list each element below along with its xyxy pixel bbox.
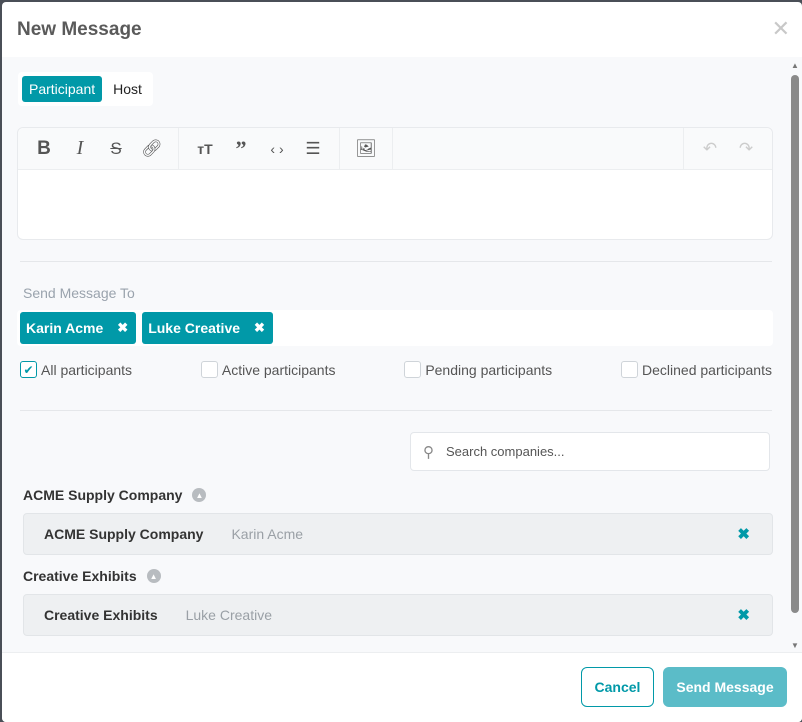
scrollbar-thumb[interactable]	[791, 75, 799, 613]
undo-icon[interactable]: ↶	[702, 138, 718, 158]
send-message-button[interactable]: Send Message	[663, 667, 787, 707]
participant-filters: ✔ All participants Active participants Pe…	[20, 361, 772, 378]
modal-title: New Message	[17, 18, 142, 40]
tab-participant[interactable]: Participant	[22, 76, 103, 102]
message-editor: B I S 🔗︎ тT ” ‹ › ☰ 🖼︎ ↶ ↷	[17, 127, 773, 240]
recipient-type-tabs: Participant Host	[18, 72, 153, 106]
checkbox-checked-icon[interactable]: ✔	[20, 361, 37, 378]
checkbox-icon[interactable]	[200, 361, 218, 378]
company-name: Creative Exhibits	[44, 607, 158, 623]
modal-footer: Cancel Send Message	[2, 652, 802, 722]
participant-name: Karin Acme	[231, 526, 304, 542]
modal-header: New Message ✕	[2, 2, 802, 57]
recipients-input[interactable]: Karin Acme ✖ Luke Creative ✖	[17, 310, 773, 346]
editor-toolbar: B I S 🔗︎ тT ” ‹ › ☰ 🖼︎ ↶ ↷	[18, 128, 772, 170]
collapse-icon[interactable]: ▲	[192, 488, 207, 502]
divider	[20, 410, 772, 411]
italic-icon[interactable]: I	[76, 137, 84, 159]
link-icon[interactable]: 🔗︎	[141, 138, 163, 158]
group-header: ACME Supply Company ▲	[23, 487, 207, 503]
collapse-icon[interactable]: ▲	[146, 569, 161, 583]
remove-tag-icon[interactable]: ✖	[254, 320, 265, 335]
company-search: ⚲	[410, 432, 770, 471]
remove-icon[interactable]: ✖	[737, 607, 750, 624]
company-name: ACME Supply Company	[44, 526, 204, 542]
recipient-tag: Karin Acme ✖	[20, 312, 137, 344]
image-icon[interactable]: 🖼︎	[355, 138, 377, 158]
list-item: Creative Exhibits Luke Creative ✖	[23, 594, 773, 636]
heading-icon[interactable]: тT	[197, 140, 213, 157]
tab-host[interactable]: Host	[113, 81, 142, 97]
search-input[interactable]	[446, 444, 746, 459]
filter-declined[interactable]: Declined participants	[621, 361, 772, 378]
redo-icon[interactable]: ↷	[738, 138, 754, 158]
filter-active[interactable]: Active participants	[200, 361, 336, 378]
checkbox-icon[interactable]	[404, 361, 422, 378]
participant-name: Luke Creative	[185, 607, 272, 623]
filter-label: All participants	[41, 361, 133, 378]
group-name: ACME Supply Company	[23, 487, 183, 503]
cancel-button[interactable]: Cancel	[581, 667, 654, 707]
send-to-label: Send Message To	[23, 285, 135, 301]
tag-label: Karin Acme	[26, 320, 104, 336]
code-icon[interactable]: ‹ ›	[270, 140, 284, 157]
remove-icon[interactable]: ✖	[737, 526, 750, 543]
filter-pending[interactable]: Pending participants	[404, 361, 552, 378]
search-icon: ⚲	[423, 443, 434, 461]
checkbox-icon[interactable]	[621, 361, 639, 378]
scrollbar[interactable]: ▲ ▼	[788, 57, 802, 652]
group-header: Creative Exhibits ▲	[23, 568, 161, 584]
filter-label: Declined participants	[642, 361, 772, 378]
tag-label: Luke Creative	[148, 320, 241, 336]
scroll-up-icon[interactable]: ▲	[791, 61, 799, 70]
close-icon[interactable]: ✕	[771, 16, 790, 41]
filter-label: Active participants	[221, 361, 336, 378]
divider	[20, 261, 772, 262]
group-name: Creative Exhibits	[23, 568, 137, 584]
editor-content[interactable]	[18, 170, 772, 238]
recipient-tag: Luke Creative ✖	[142, 312, 273, 344]
list-item: ACME Supply Company Karin Acme ✖	[23, 513, 773, 555]
strikethrough-icon[interactable]: S	[110, 138, 122, 158]
remove-tag-icon[interactable]: ✖	[117, 320, 129, 335]
quote-icon[interactable]: ”	[235, 135, 247, 161]
modal-body: Participant Host B I S 🔗︎ тT ” ‹ › ☰ 🖼︎ …	[2, 57, 788, 652]
scroll-down-icon[interactable]: ▼	[791, 641, 799, 650]
bullet-list-icon[interactable]: ☰	[305, 138, 321, 158]
filter-all[interactable]: ✔ All participants	[20, 361, 132, 378]
filter-label: Pending participants	[425, 361, 553, 378]
bold-icon[interactable]: B	[37, 137, 51, 159]
